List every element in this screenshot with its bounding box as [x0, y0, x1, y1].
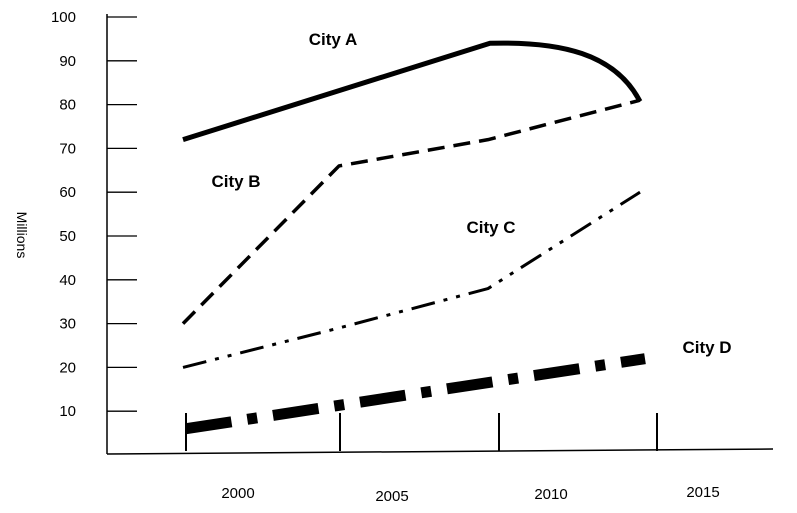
y-tick-label-50: 50 [59, 228, 76, 245]
y-tick-label-80: 80 [59, 97, 76, 114]
series-label-city-d: City D [682, 338, 731, 357]
series-labels: City A City B City C City D [211, 30, 731, 357]
y-tick-label-90: 90 [59, 53, 76, 70]
x-tick-label-2000: 2000 [221, 485, 254, 502]
x-ticks: 2000 2005 2010 2015 [185, 413, 720, 505]
series-lines [181, 40, 646, 435]
x-axis-line [106, 448, 774, 455]
series-label-city-b: City B [211, 172, 260, 191]
series-line-city-a [182, 40, 643, 143]
y-tick-label-70: 70 [59, 140, 76, 157]
x-tick-label-2010: 2010 [534, 486, 567, 503]
y-tick-label-30: 30 [59, 316, 76, 333]
y-axis-title: Millions [14, 212, 30, 259]
axes [106, 14, 774, 455]
y-ticks: 10 20 30 40 50 60 70 80 90 100 [51, 9, 137, 420]
y-tick-label-100: 100 [51, 9, 76, 26]
x-tick-label-2005: 2005 [375, 488, 408, 505]
x-tick-label-2015: 2015 [686, 484, 719, 501]
series-label-city-c: City C [466, 218, 515, 237]
series-line-city-c [182, 190, 641, 369]
y-tick-label-10: 10 [59, 403, 76, 420]
y-tick-label-60: 60 [59, 184, 76, 201]
series-line-city-b [181, 98, 641, 325]
series-line-city-d [185, 353, 646, 435]
series-label-city-a: City A [309, 30, 358, 49]
y-tick-label-40: 40 [59, 272, 76, 289]
y-tick-label-20: 20 [59, 359, 76, 376]
